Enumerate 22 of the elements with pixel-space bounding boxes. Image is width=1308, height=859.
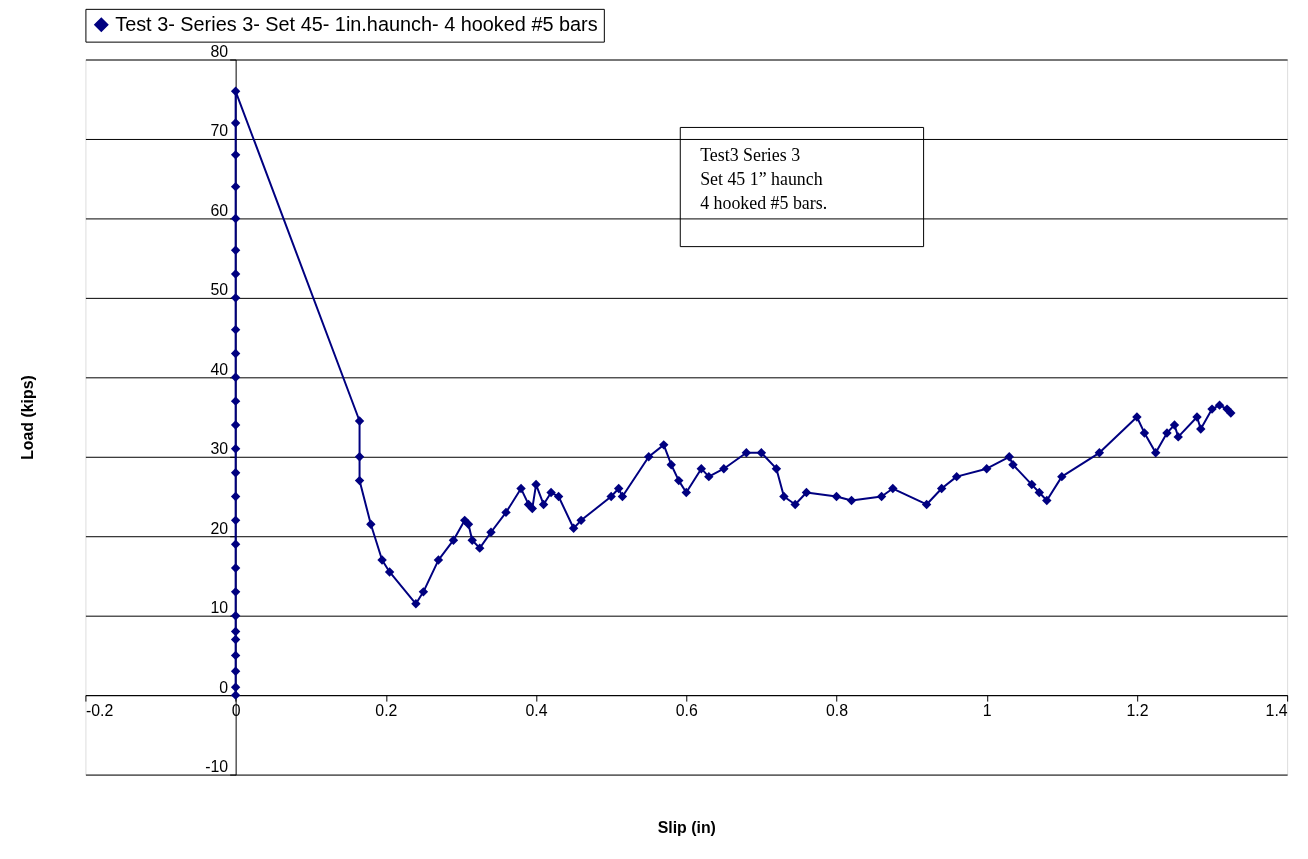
y-tick-label: 0 — [219, 678, 229, 696]
y-tick-label: 50 — [210, 281, 229, 299]
x-tick-label: 0.4 — [525, 702, 548, 720]
x-tick-label: -0.2 — [85, 702, 114, 720]
y-tick-label: 40 — [210, 360, 229, 378]
x-tick-label: 1.2 — [1126, 702, 1149, 720]
x-tick-label: 0.2 — [375, 702, 398, 720]
x-tick-label: 0.8 — [825, 702, 849, 720]
legend-label: Test 3- Series 3- Set 45- 1in.haunch- 4 hooked #5 bars — [115, 12, 598, 35]
y-axis-title: Load (kips) — [19, 375, 37, 460]
annotation: Test3 Series 3 Set 45 1” haunch 4 hooked #5 bars. — [700, 145, 828, 213]
y-tick-label: 70 — [210, 122, 229, 140]
y-tick-label: 20 — [210, 519, 229, 537]
y-tick-label: 10 — [210, 599, 229, 617]
y-tick-label: 60 — [210, 201, 229, 219]
y-tick-label: 30 — [210, 440, 229, 458]
x-axis-title: Slip (in) — [657, 818, 716, 836]
y-tick-label: -10 — [205, 758, 229, 776]
x-tick-label: 1.4 — [1265, 702, 1288, 720]
y-tick-label: 80 — [210, 43, 229, 61]
x-tick-label: 1 — [982, 702, 992, 720]
x-tick-label: 0.6 — [675, 702, 698, 720]
